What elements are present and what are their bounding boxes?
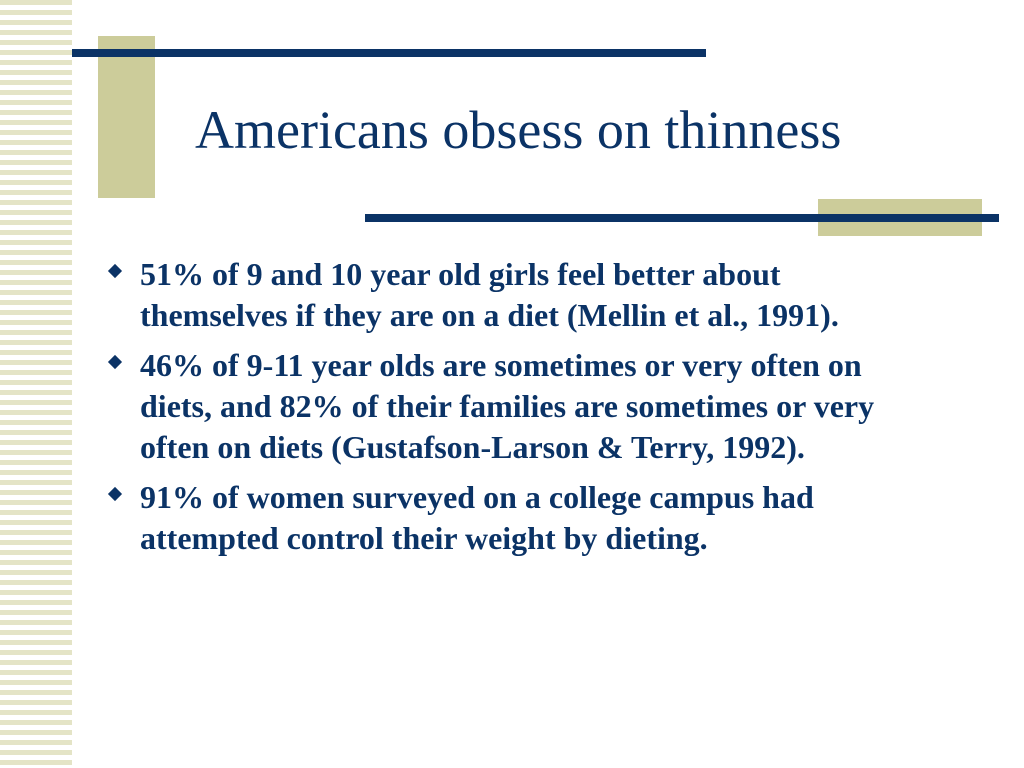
bullet-list: 51% of 9 and 10 year old girls feel bett… — [105, 254, 935, 568]
bullet-text: 46% of 9-11 year olds are sometimes or v… — [140, 347, 875, 465]
bullet-text: 51% of 9 and 10 year old girls feel bett… — [140, 256, 839, 333]
decorative-tan-block-left — [98, 36, 155, 198]
diamond-bullet-icon — [107, 354, 123, 370]
bullet-item: 51% of 9 and 10 year old girls feel bett… — [105, 254, 935, 336]
diamond-bullet-icon — [107, 263, 123, 279]
bullet-item: 46% of 9-11 year olds are sometimes or v… — [105, 345, 935, 468]
bullet-text: 91% of women surveyed on a college campu… — [140, 479, 814, 556]
slide-title: Americans obsess on thinness — [195, 100, 842, 160]
striped-side-bar — [0, 0, 72, 768]
title-rule-bottom — [365, 214, 999, 222]
diamond-bullet-icon — [107, 486, 123, 502]
title-rule-top — [72, 49, 706, 57]
bullet-item: 91% of women surveyed on a college campu… — [105, 477, 935, 559]
